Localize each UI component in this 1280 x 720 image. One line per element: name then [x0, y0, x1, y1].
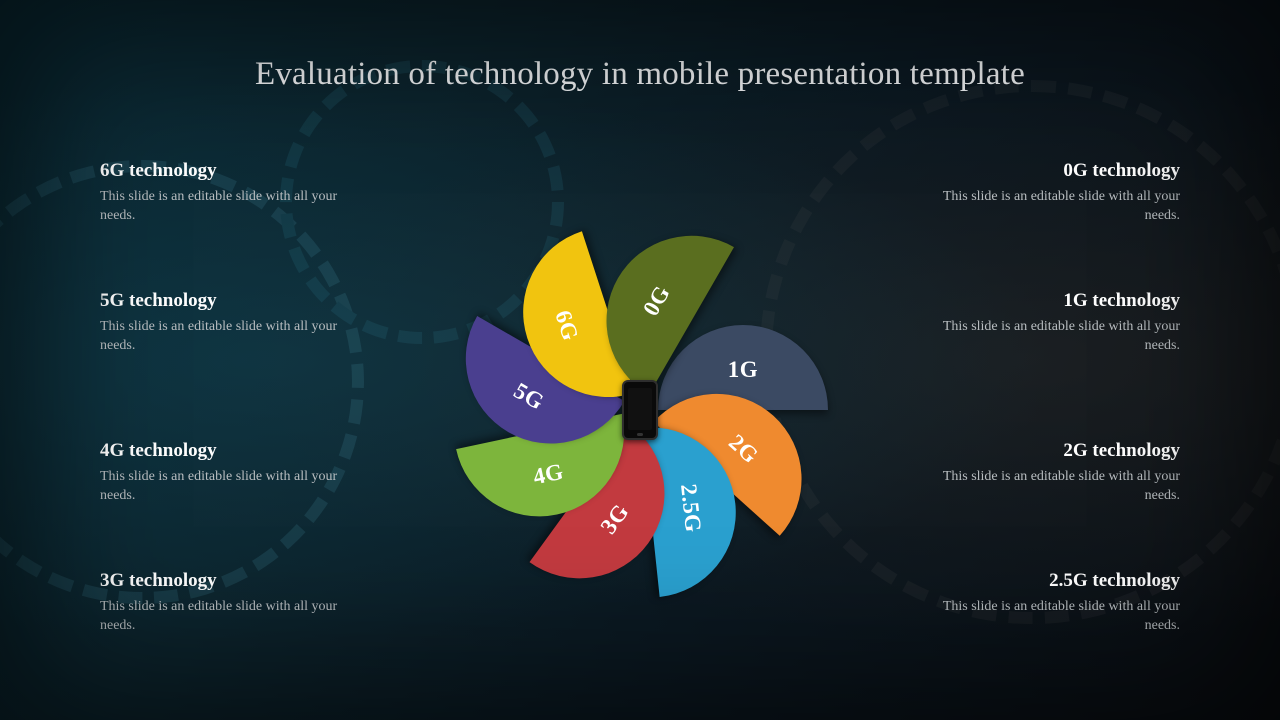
entry-1g: 1G technology This slide is an editable …: [930, 290, 1180, 356]
phone-icon: [622, 380, 658, 440]
entry-body: This slide is an editable slide with all…: [100, 318, 350, 356]
entry-heading: 5G technology: [100, 290, 350, 312]
slide: Evaluation of technology in mobile prese…: [0, 0, 1280, 720]
entry-heading: 1G technology: [930, 290, 1180, 312]
entry-heading: 2G technology: [930, 440, 1180, 462]
entry-body: This slide is an editable slide with all…: [100, 468, 350, 506]
entry-3g: 3G technology This slide is an editable …: [100, 570, 350, 636]
entry-2-5g: 2.5G technology This slide is an editabl…: [930, 570, 1180, 636]
entry-body: This slide is an editable slide with all…: [930, 318, 1180, 356]
entry-4g: 4G technology This slide is an editable …: [100, 440, 350, 506]
entry-body: This slide is an editable slide with all…: [100, 598, 350, 636]
petal-label: 1G: [658, 357, 828, 383]
entry-0g: 0G technology This slide is an editable …: [930, 160, 1180, 226]
petal-label: 2.5G: [669, 422, 713, 594]
slide-title: Evaluation of technology in mobile prese…: [0, 56, 1280, 93]
entry-6g: 6G technology This slide is an editable …: [100, 160, 350, 226]
entry-body: This slide is an editable slide with all…: [930, 468, 1180, 506]
entry-5g: 5G technology This slide is an editable …: [100, 290, 350, 356]
entry-body: This slide is an editable slide with all…: [100, 188, 350, 226]
entry-2g: 2G technology This slide is an editable …: [930, 440, 1180, 506]
entry-heading: 3G technology: [100, 570, 350, 592]
entry-heading: 6G technology: [100, 160, 350, 182]
entry-body: This slide is an editable slide with all…: [930, 598, 1180, 636]
entry-heading: 0G technology: [930, 160, 1180, 182]
entry-heading: 2.5G technology: [930, 570, 1180, 592]
entry-heading: 4G technology: [100, 440, 350, 462]
entry-body: This slide is an editable slide with all…: [930, 188, 1180, 226]
